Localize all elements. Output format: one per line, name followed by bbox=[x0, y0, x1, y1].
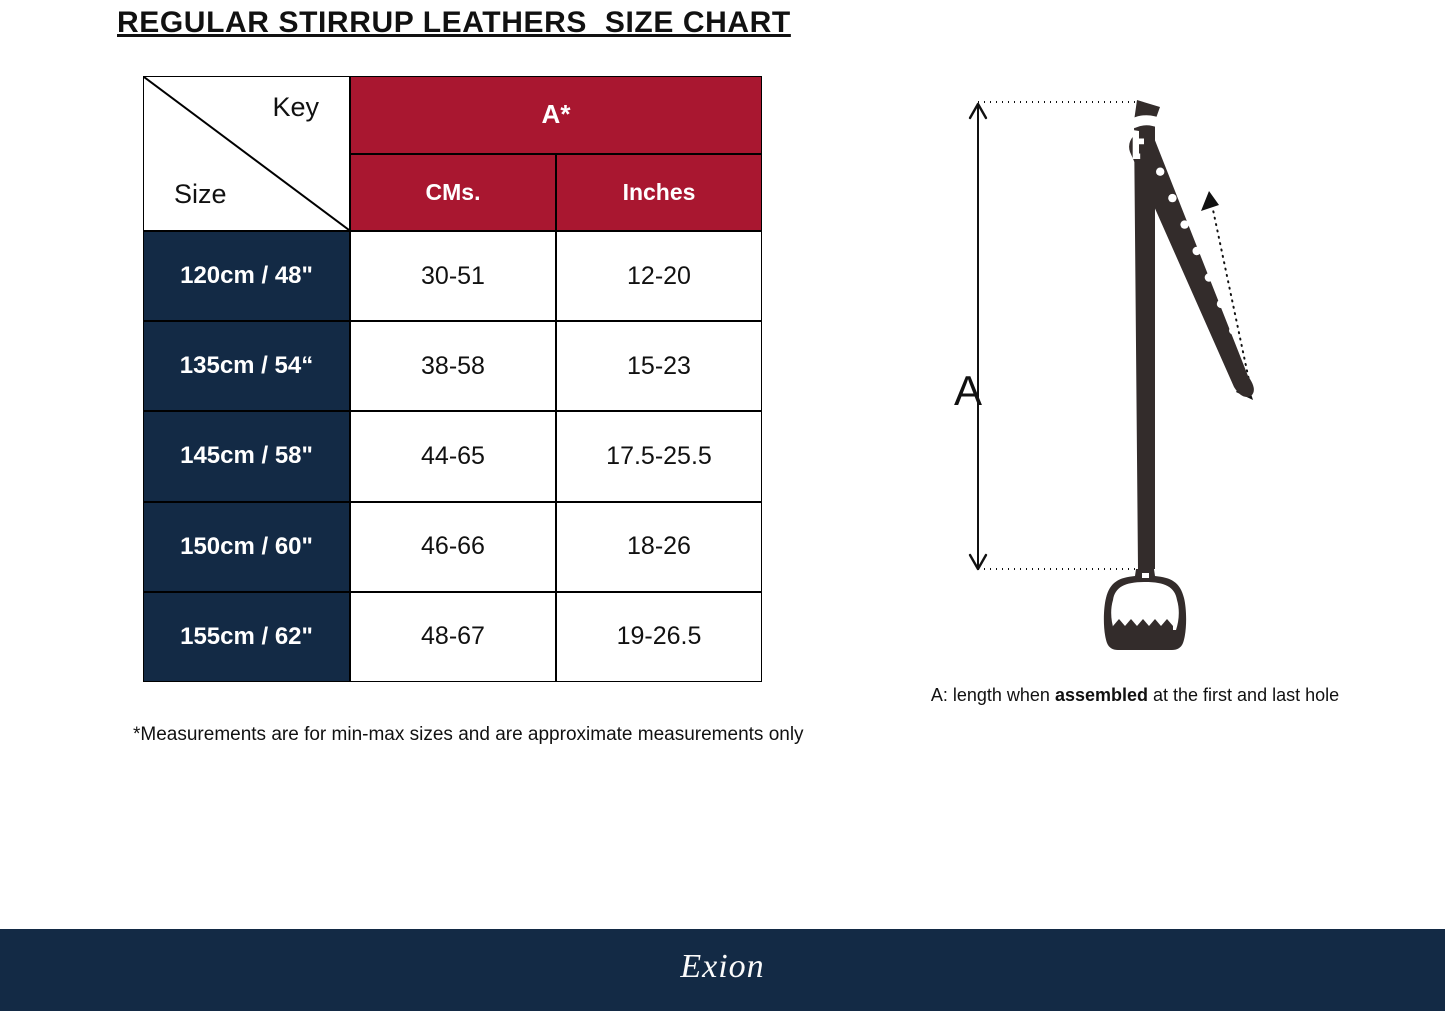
svg-text:A: A bbox=[954, 367, 982, 414]
